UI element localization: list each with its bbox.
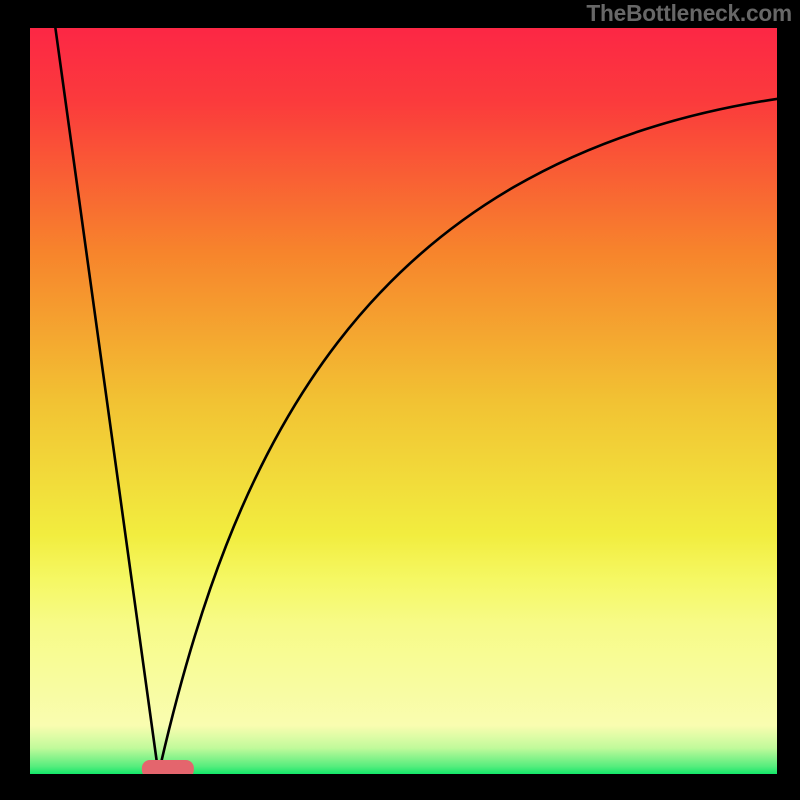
- bottleneck-curve: [55, 28, 777, 774]
- plot-area: [30, 28, 777, 774]
- attribution-text: TheBottleneck.com: [586, 0, 792, 27]
- image-root: TheBottleneck.com: [0, 0, 800, 800]
- curve-svg: [30, 28, 777, 774]
- optimum-marker: [142, 760, 194, 774]
